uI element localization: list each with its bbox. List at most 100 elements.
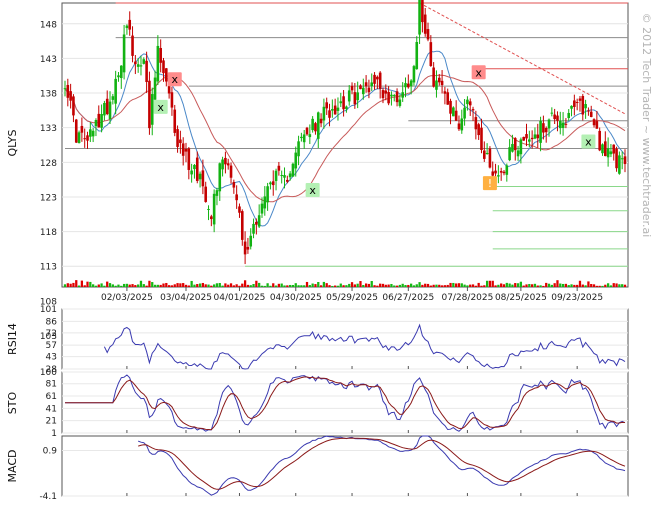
candle-body — [466, 99, 469, 105]
price-panel-label: QLYS — [6, 129, 19, 156]
candle-body — [570, 105, 573, 109]
candle-body — [80, 125, 84, 133]
candle-body — [314, 123, 317, 132]
candle-body — [390, 94, 393, 97]
candle-body — [291, 163, 295, 177]
volume-bar — [277, 283, 281, 287]
candle-body — [575, 101, 579, 103]
volume-bar — [390, 283, 393, 287]
volume-bar — [395, 285, 399, 287]
candle-body — [516, 150, 520, 157]
volume-tick-label: 108 — [40, 297, 57, 307]
volume-bar — [204, 284, 207, 287]
volume-bar — [336, 285, 340, 287]
candle-body — [63, 88, 67, 90]
candle-body — [86, 135, 89, 141]
candle-body — [173, 109, 177, 133]
volume-bar — [97, 284, 100, 287]
candle-body — [553, 114, 556, 120]
volume-bar — [573, 284, 576, 287]
volume-bar — [604, 284, 607, 287]
volume-bar — [162, 283, 165, 287]
volume-bar — [167, 285, 171, 287]
candle-body — [592, 119, 596, 126]
volume-bar — [224, 283, 227, 287]
candle-body — [139, 65, 143, 67]
volume-bar — [263, 285, 266, 287]
volume-bar — [581, 284, 584, 287]
x-axis-label: 04/30/2025 — [270, 293, 322, 303]
candle-body — [226, 163, 230, 166]
volume-bar — [75, 280, 78, 287]
candle-body — [176, 129, 179, 147]
rsi-tick-label: 86 — [46, 317, 58, 327]
candle-body — [522, 136, 525, 141]
volume-bar — [86, 281, 89, 287]
volume-bar — [72, 282, 75, 287]
volume-bar — [128, 284, 131, 287]
watermark: © 2012 Tech Trader ~ www.techtrader.ai — [640, 13, 653, 238]
volume-bar — [590, 284, 593, 287]
volume-bar — [325, 283, 328, 287]
candle-body — [159, 47, 162, 63]
sto-tick-label: 21 — [46, 417, 57, 427]
volume-bar — [485, 280, 489, 287]
volume-bar — [353, 284, 356, 287]
volume-bar — [559, 283, 562, 287]
candle-body — [567, 112, 571, 118]
candle-body — [119, 65, 123, 79]
volume-bar — [241, 283, 244, 287]
candle-body — [460, 118, 464, 131]
volume-bar — [359, 281, 362, 287]
volume-bar — [370, 280, 373, 287]
candle-body — [435, 80, 438, 90]
candle-body — [367, 87, 371, 93]
volume-bar — [606, 283, 610, 287]
volume-bar — [452, 282, 455, 287]
volume-bar — [618, 284, 621, 287]
candle-body — [148, 80, 151, 129]
volume-bar — [373, 285, 376, 287]
macd-tick-label: -4.1 — [39, 492, 57, 502]
volume-bar — [69, 283, 72, 287]
candle-body — [609, 151, 613, 155]
candle-body — [359, 85, 362, 90]
candle-body — [215, 190, 219, 196]
candle-body — [162, 60, 165, 74]
candle-body — [280, 175, 283, 177]
candle-body — [235, 194, 238, 201]
candle-body — [404, 83, 407, 88]
volume-bar — [334, 285, 337, 287]
volume-bar — [387, 284, 390, 287]
candle-body — [238, 206, 241, 213]
candle-body — [136, 64, 140, 67]
candle-body — [266, 186, 269, 203]
volume-bar — [426, 283, 430, 287]
candle-body — [170, 92, 174, 108]
candle-body — [274, 170, 278, 182]
candle-body — [463, 107, 466, 119]
candle-body — [401, 92, 404, 98]
volume-bar — [207, 284, 210, 287]
volume-bar — [595, 285, 598, 287]
volume-bar — [215, 283, 219, 287]
volume-bar — [291, 284, 295, 287]
volume-bar — [322, 281, 326, 287]
volume-bar — [187, 285, 190, 287]
volume-bar — [542, 285, 545, 287]
candle-body — [128, 19, 132, 30]
volume-bar — [621, 284, 624, 287]
x-axis-label: 08/25/2025 — [495, 293, 547, 303]
candle-body — [114, 78, 117, 104]
volume-bar — [227, 284, 230, 287]
volume-bar — [339, 283, 342, 287]
candle-body — [502, 171, 506, 174]
candle-body — [558, 120, 562, 129]
candle-body — [353, 92, 357, 105]
candle-body — [550, 112, 554, 114]
rsi-tick-label: 43 — [46, 353, 57, 363]
volume-bar — [412, 285, 416, 287]
volume-bar — [201, 282, 205, 287]
volume-bar — [260, 285, 264, 287]
volume-bar — [553, 283, 556, 287]
